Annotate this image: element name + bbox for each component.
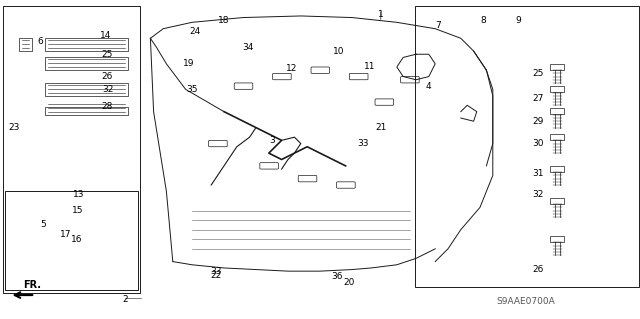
- Text: 20: 20: [343, 278, 355, 287]
- Text: 16: 16: [71, 235, 83, 244]
- Text: 33: 33: [357, 139, 369, 148]
- Text: 32: 32: [102, 85, 113, 94]
- Text: 6: 6: [38, 37, 43, 46]
- Text: 25: 25: [532, 69, 543, 78]
- Text: 26: 26: [532, 265, 543, 274]
- Text: 21: 21: [376, 123, 387, 132]
- Text: 33: 33: [211, 267, 222, 276]
- Text: 14: 14: [100, 31, 111, 40]
- Text: 1: 1: [378, 10, 383, 19]
- Text: 11: 11: [364, 63, 376, 71]
- Text: 10: 10: [333, 47, 345, 56]
- Bar: [550, 166, 564, 172]
- Text: 7: 7: [436, 21, 441, 30]
- Text: 28: 28: [102, 102, 113, 111]
- Text: 18: 18: [218, 16, 230, 25]
- Text: 29: 29: [532, 117, 543, 126]
- Text: 4: 4: [426, 82, 431, 91]
- Text: 13: 13: [73, 190, 84, 199]
- Text: 24: 24: [189, 27, 201, 36]
- Bar: [550, 108, 564, 114]
- Text: S9AAE0700A: S9AAE0700A: [497, 297, 556, 306]
- Text: 9: 9: [516, 16, 521, 25]
- Text: FR.: FR.: [23, 280, 41, 290]
- Bar: [45, 83, 128, 96]
- Text: 8: 8: [481, 16, 486, 25]
- Text: 17: 17: [60, 230, 72, 239]
- Text: 31: 31: [532, 169, 543, 178]
- Text: 19: 19: [183, 59, 195, 68]
- Bar: [19, 38, 32, 51]
- Bar: [550, 198, 564, 204]
- Bar: [550, 236, 564, 242]
- Bar: [550, 134, 564, 140]
- Text: 23: 23: [8, 123, 20, 132]
- Text: 30: 30: [532, 139, 543, 148]
- Bar: [45, 107, 128, 115]
- Text: 34: 34: [243, 43, 254, 52]
- Text: 3: 3: [269, 136, 275, 145]
- Text: 35: 35: [186, 85, 198, 94]
- Bar: [550, 86, 564, 92]
- Text: 25: 25: [102, 50, 113, 59]
- Bar: [550, 64, 564, 70]
- Text: 32: 32: [532, 190, 543, 199]
- Text: 22: 22: [211, 271, 222, 280]
- Text: 2: 2: [122, 295, 127, 304]
- Text: 26: 26: [102, 72, 113, 81]
- Text: 15: 15: [72, 206, 84, 215]
- Bar: [45, 38, 128, 51]
- Text: 12: 12: [285, 64, 297, 73]
- Text: 5: 5: [41, 220, 46, 229]
- Text: 36: 36: [332, 272, 343, 281]
- Bar: [45, 57, 128, 70]
- Text: 27: 27: [532, 94, 543, 103]
